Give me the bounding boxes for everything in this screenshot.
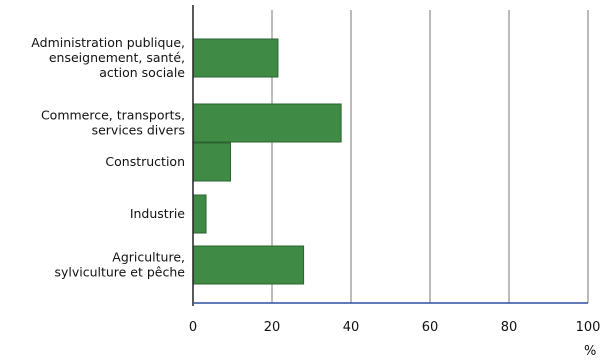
bar [192, 103, 342, 143]
category-label: enseignement, santé, [49, 50, 185, 65]
x-tick-label: 40 [343, 320, 360, 335]
bar [192, 38, 279, 78]
x-tick-label: 20 [264, 320, 281, 335]
category-labels: Administration publique,enseignement, sa… [31, 35, 185, 280]
category-label: Administration publique, [31, 35, 185, 50]
category-label: sylviculture et pêche [54, 265, 185, 280]
x-tick-label: 100 [576, 320, 600, 335]
x-tick-label: 80 [501, 320, 518, 335]
category-label: services divers [92, 123, 185, 138]
category-label: action sociale [99, 65, 185, 80]
bar [192, 245, 305, 285]
x-axis-unit: % [584, 344, 596, 359]
category-label: Commerce, transports, [41, 108, 185, 123]
bar [192, 142, 232, 182]
bar [192, 194, 207, 234]
bars [192, 38, 342, 285]
category-label: Construction [105, 154, 185, 169]
x-tick-label: 0 [189, 320, 197, 335]
category-label: Industrie [130, 206, 185, 221]
category-label: Agriculture, [112, 250, 185, 265]
gridlines [271, 10, 589, 303]
x-tick-label: 60 [422, 320, 439, 335]
x-tick-labels: 0 20 40 60 80 100 [189, 320, 600, 335]
